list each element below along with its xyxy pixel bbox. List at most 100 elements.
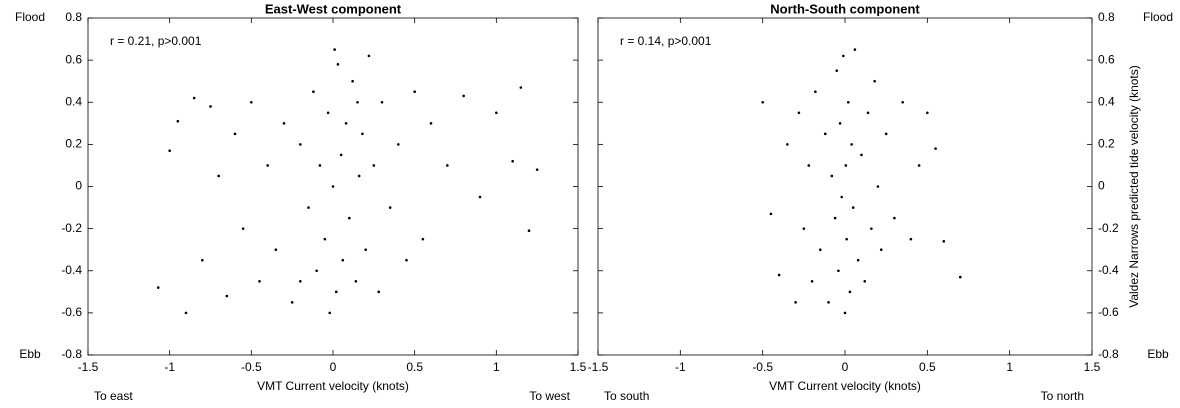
x-tick-label: -1.5: [588, 360, 609, 374]
point: [823, 132, 827, 136]
point: [217, 174, 220, 178]
point: [866, 111, 870, 115]
point: [917, 164, 921, 167]
x-tick-label: 0.5: [919, 360, 936, 374]
y-tick-label: 0: [1098, 179, 1105, 193]
point: [380, 100, 384, 104]
y-tick-label: -0.2: [61, 221, 82, 235]
point: [323, 237, 327, 241]
point: [299, 279, 302, 283]
chart-title: East-West component: [265, 1, 402, 16]
y-tick-label: 0: [75, 179, 82, 193]
point: [850, 143, 853, 146]
y-tick-label: -0.8: [1098, 347, 1119, 361]
point: [336, 63, 340, 66]
point: [856, 258, 860, 262]
point: [876, 185, 880, 188]
point: [942, 239, 946, 243]
point: [225, 294, 229, 298]
point: [797, 111, 801, 115]
point: [527, 229, 531, 233]
x-end-label: To north: [1041, 389, 1084, 403]
point: [802, 227, 806, 230]
y-tick-label: -0.2: [1098, 221, 1119, 235]
point: [846, 100, 850, 104]
point: [333, 48, 336, 51]
point: [413, 90, 416, 94]
point: [814, 90, 817, 94]
point: [827, 301, 830, 304]
point: [835, 69, 839, 72]
y-end-label: Flood: [15, 10, 45, 24]
point: [761, 100, 764, 104]
point: [462, 94, 465, 98]
plot-area: [597, 17, 1093, 356]
point: [879, 248, 883, 251]
point: [233, 132, 237, 136]
point: [209, 105, 212, 108]
x-tick-label: 0: [330, 360, 337, 374]
point: [290, 301, 294, 304]
point: [341, 258, 345, 262]
point: [830, 174, 834, 178]
point: [833, 216, 837, 220]
y-tick-label: -0.6: [1098, 305, 1119, 319]
point: [354, 279, 358, 283]
point: [860, 153, 863, 157]
point: [315, 269, 318, 273]
point: [777, 273, 781, 277]
point: [334, 290, 338, 294]
point: [299, 143, 302, 146]
chart-title: North-South component: [770, 1, 920, 16]
y-tick-label: 0.6: [1098, 52, 1115, 66]
point: [176, 119, 180, 123]
point: [884, 132, 888, 136]
point: [397, 143, 400, 146]
point: [429, 122, 433, 125]
point: [478, 195, 482, 199]
y-tick-label: -0.4: [61, 263, 82, 277]
point: [388, 206, 392, 209]
annotation: r = 0.21, p>0.001: [110, 34, 202, 48]
x-end-label: To south: [604, 389, 649, 403]
x-tick-label: -1: [675, 360, 686, 374]
point: [192, 96, 196, 100]
point: [184, 311, 188, 315]
point: [837, 269, 840, 273]
y-tick-label: -0.8: [61, 347, 82, 361]
y-end-label: Ebb: [19, 347, 41, 361]
point: [446, 164, 449, 167]
point: [934, 147, 937, 150]
point: [794, 301, 797, 304]
x-tick-label: -0.5: [241, 360, 262, 374]
point: [926, 111, 929, 115]
point: [909, 237, 913, 241]
x-tick-label: -1.5: [78, 360, 99, 374]
y-tick-label: 0.8: [1098, 10, 1115, 24]
point: [266, 164, 269, 167]
y-end-label: Ebb: [1147, 347, 1169, 361]
point: [535, 168, 539, 171]
point: [838, 122, 842, 125]
point: [786, 143, 789, 146]
y-tick-label: 0.2: [65, 137, 82, 151]
y-end-label: Flood: [1143, 10, 1173, 24]
point: [201, 258, 204, 262]
point: [367, 54, 371, 58]
point: [328, 311, 332, 315]
point: [893, 216, 896, 220]
point: [807, 164, 811, 167]
point: [873, 79, 876, 83]
point: [351, 79, 354, 83]
point: [326, 111, 330, 115]
point: [241, 227, 245, 230]
x-axis-label: VMT Current velocity (knots): [769, 379, 921, 393]
point: [863, 279, 867, 283]
point: [851, 206, 855, 209]
x-tick-label: 1: [1006, 360, 1013, 374]
point: [853, 48, 857, 51]
x-tick-label: 1: [493, 360, 500, 374]
point: [348, 216, 351, 220]
point: [357, 174, 361, 178]
